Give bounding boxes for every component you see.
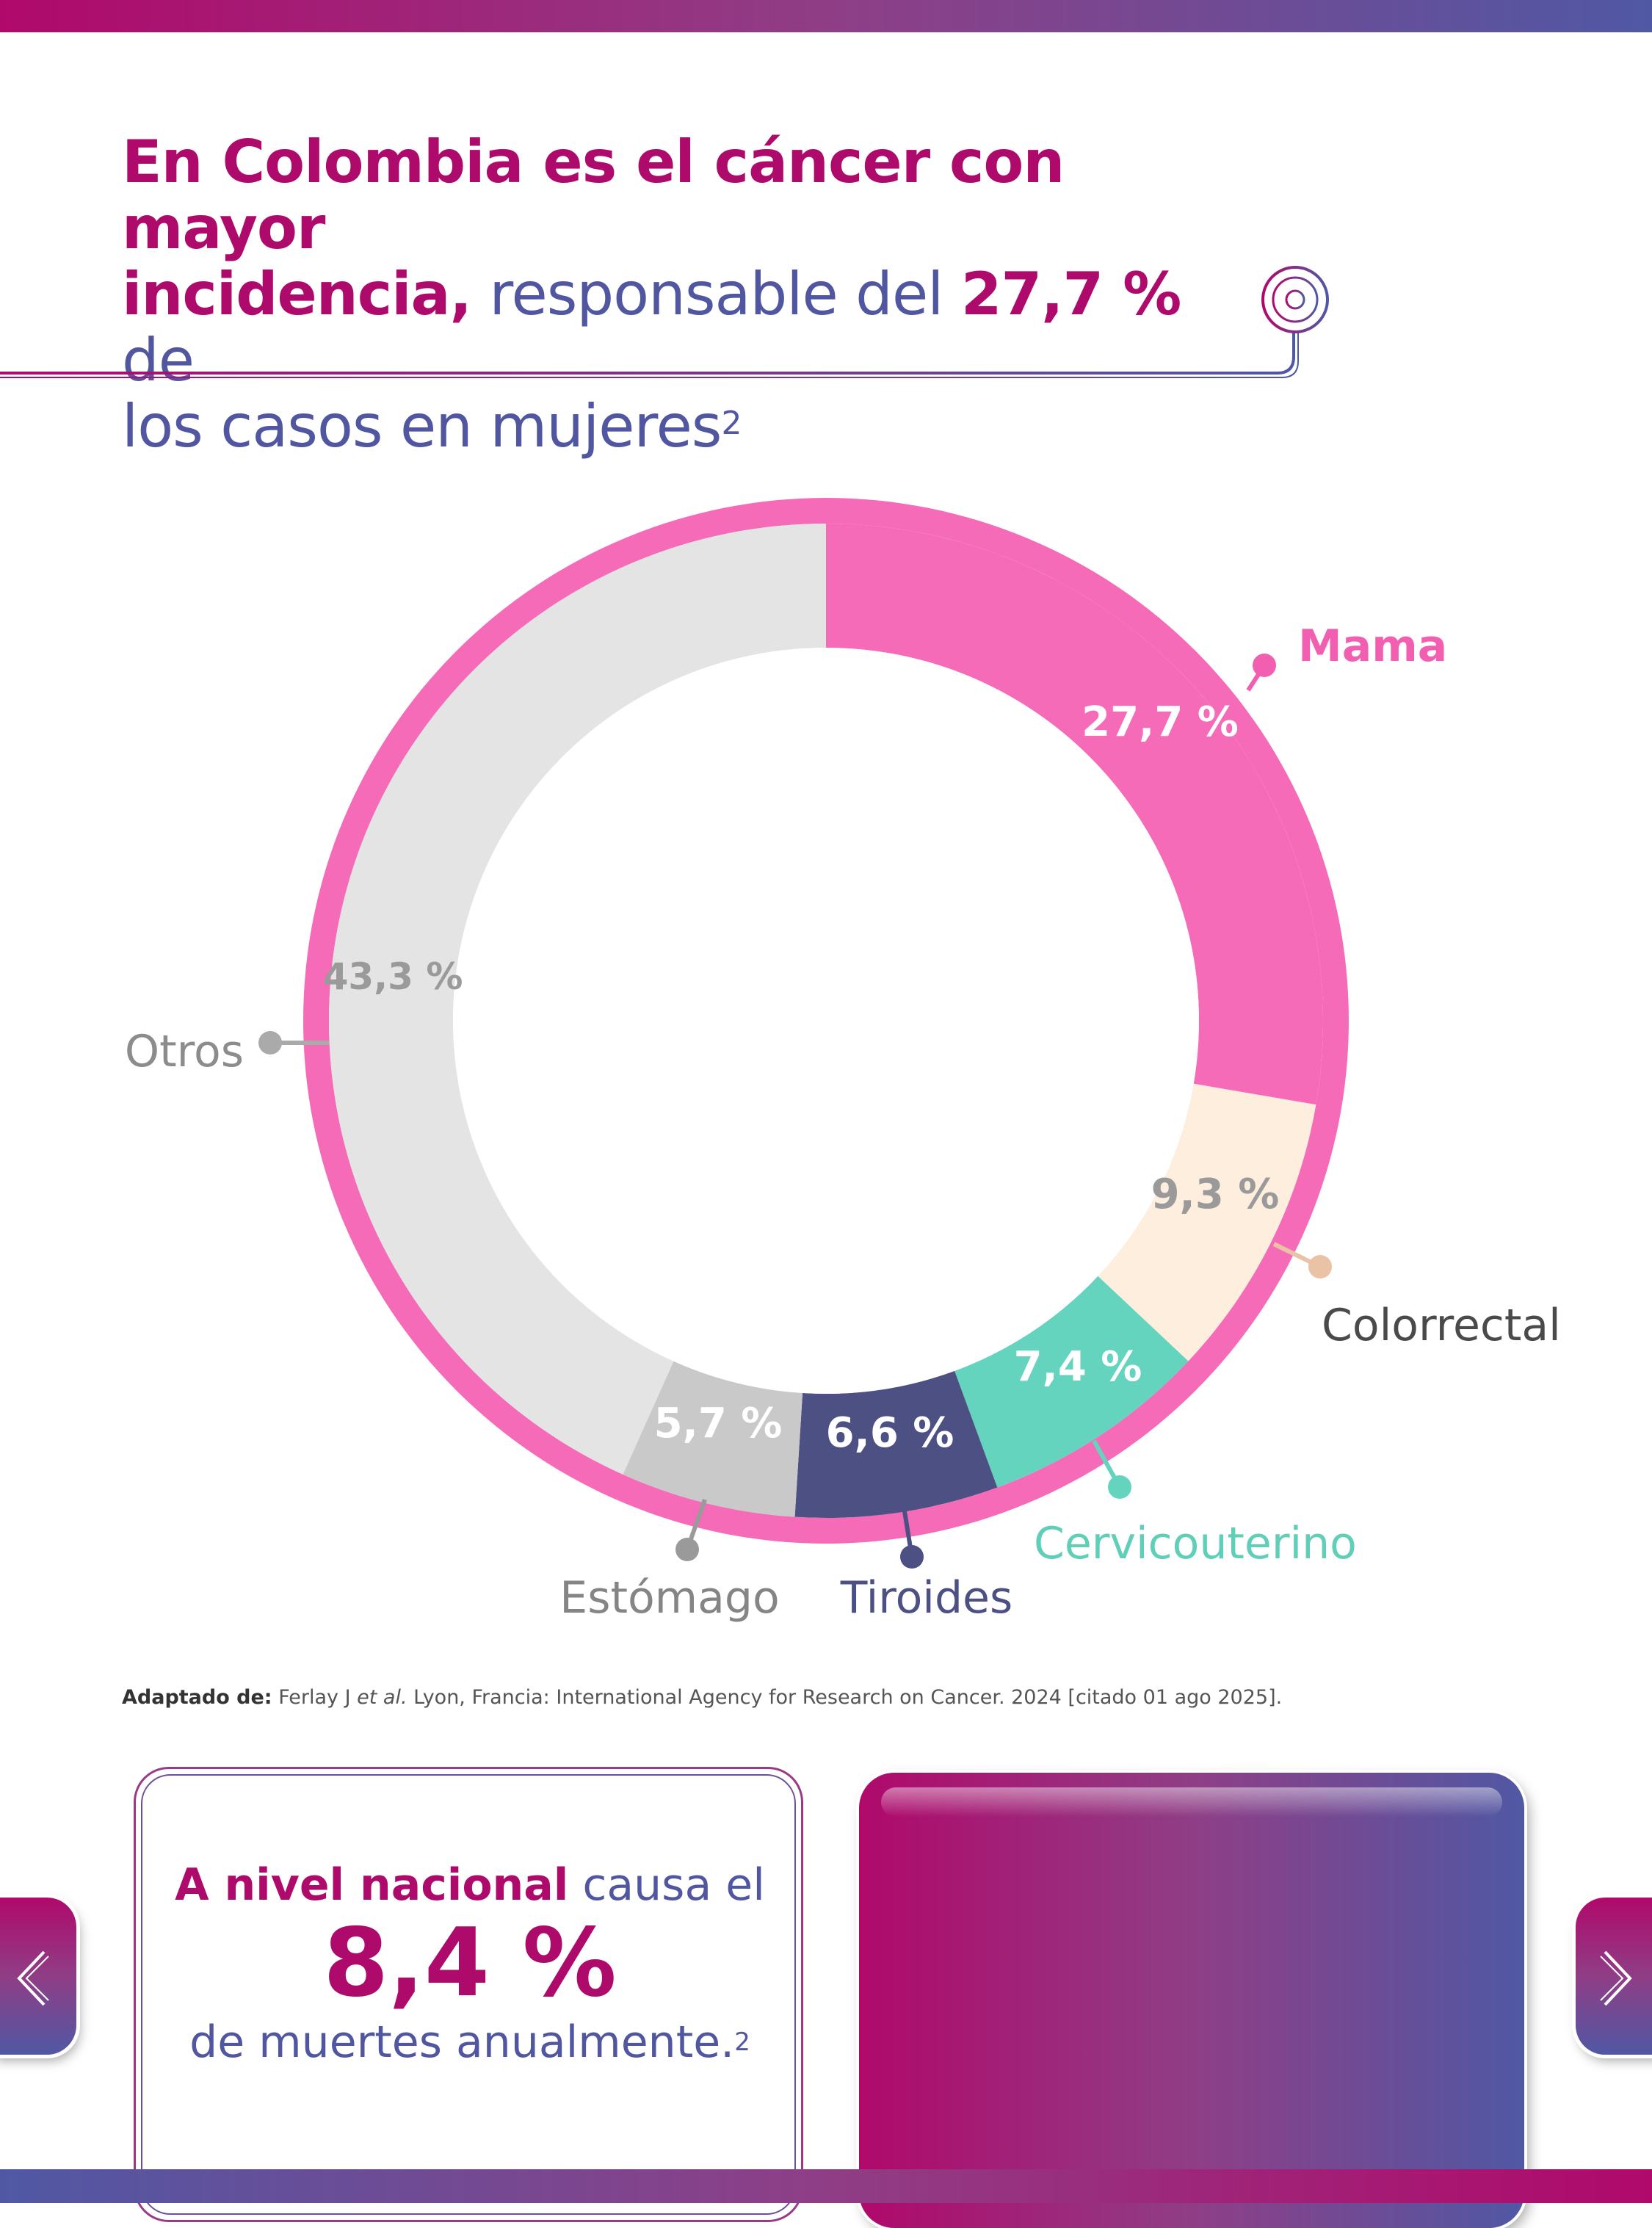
next-button[interactable]	[1576, 1898, 1652, 2055]
title-highlight: En Colombia es el cáncer con mayor	[122, 128, 1065, 262]
slice-cervicouterino	[954, 1276, 1189, 1488]
stat-card	[134, 1767, 803, 2222]
prev-button[interactable]	[0, 1898, 76, 2055]
stethoscope-icon	[1261, 266, 1329, 333]
slice-tiroides	[794, 1370, 998, 1518]
leader-dot-mama	[1253, 654, 1276, 677]
title-text: responsable del	[471, 260, 961, 328]
title-percentage: 27,7 %	[960, 260, 1181, 328]
stat-highlight: A nivel nacional	[175, 1859, 569, 1911]
value-label-tiroides: 6,6 %	[826, 1409, 954, 1457]
value-label-colorrectal: 9,3 %	[1151, 1171, 1280, 1218]
stat-text: causa el	[568, 1859, 765, 1911]
source-prefix: Adaptado de:	[122, 1686, 272, 1709]
category-label-estomago: Estómago	[559, 1572, 779, 1624]
value-label-cervicouterino: 7,4 %	[1014, 1343, 1142, 1391]
value-label-estomago: 5,7 %	[654, 1400, 783, 1447]
stat-card-text: A nivel nacional causa el 8,4 % de muert…	[147, 1858, 793, 2069]
stat-big-value: 8,4 %	[323, 1909, 617, 2018]
chevron-left-icon	[17, 1950, 49, 2006]
title-superscript: 2	[721, 405, 742, 442]
leader-dot-colorrectal	[1308, 1255, 1332, 1278]
donut-hole	[453, 648, 1199, 1394]
source-text: Lyon, Francia: International Agency for …	[407, 1686, 1283, 1709]
stat-superscript: 2	[734, 2028, 750, 2057]
leader-dot-estomago	[675, 1538, 699, 1561]
bottom-gradient-bar	[0, 2169, 1652, 2203]
stat-line-3: de muertes anualmente.2	[147, 2015, 793, 2069]
leader-dot-cervicouterino	[1108, 1475, 1131, 1499]
slice-mama	[826, 524, 1323, 1105]
leader-dot-tiroides	[900, 1545, 924, 1569]
page-title: En Colombia es el cáncer con mayor incid…	[122, 129, 1267, 460]
source-italic: et al.	[357, 1686, 407, 1709]
slice-colorrectal	[1098, 1083, 1316, 1361]
category-label-otros: Otros	[125, 1026, 244, 1077]
gradient-card[interactable]	[859, 1773, 1524, 2228]
source-citation: Adaptado de: Ferlay J et al. Lyon, Franc…	[122, 1686, 1517, 1709]
title-text: de	[122, 326, 195, 394]
title-highlight: incidencia,	[122, 260, 472, 328]
category-label-cervicouterino: Cervicouterino	[1034, 1518, 1357, 1569]
title-text: los casos en mujeres	[122, 392, 722, 460]
chevron-right-icon	[1600, 1950, 1632, 2006]
source-text: Ferlay J	[272, 1686, 358, 1709]
stat-line-1: A nivel nacional causa el	[147, 1858, 793, 1912]
title-underline	[0, 266, 1329, 378]
stat-text: de muertes anualmente.	[189, 2017, 735, 2068]
top-gradient-bar	[0, 0, 1652, 32]
value-label-otros: 43,3 %	[323, 955, 463, 998]
slice-estomago	[623, 1361, 803, 1517]
donut-chart: 27,7 % 9,3 % 7,4 % 6,6 % 5,7 % 43,3 % Mama Col…	[125, 498, 1561, 1624]
leader-dot-otros	[258, 1031, 282, 1055]
category-label-mama: Mama	[1298, 621, 1447, 672]
category-label-tiroides: Tiroides	[840, 1572, 1012, 1624]
slice-otros	[329, 524, 826, 1475]
value-label-mama: 27,7 %	[1082, 698, 1239, 746]
category-label-colorrectal: Colorrectal	[1322, 1300, 1561, 1351]
card-gloss	[881, 1787, 1502, 1817]
